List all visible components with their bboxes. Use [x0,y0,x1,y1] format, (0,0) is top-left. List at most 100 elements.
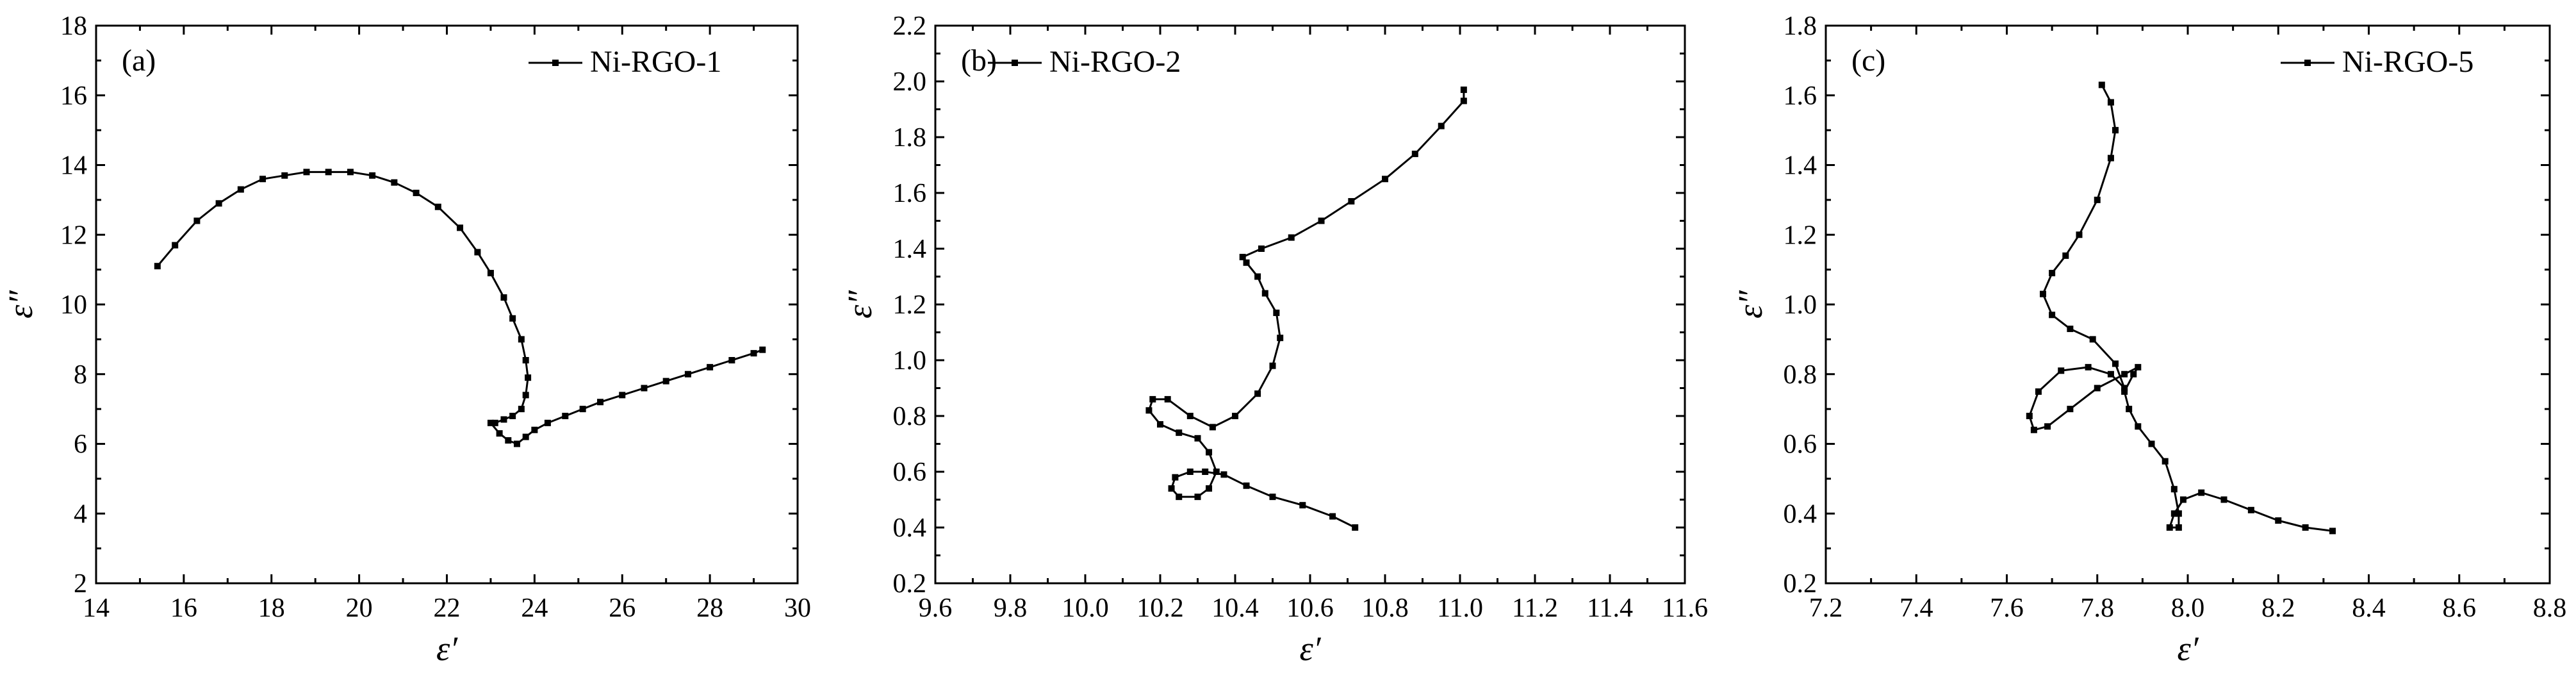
data-point [281,172,288,179]
data-point [2035,388,2042,395]
plot-frame [1825,24,2551,585]
data-point [1194,435,1201,442]
legend: Ni-RGO-5 [2281,45,2473,79]
data-point [2076,231,2083,238]
data-point [1269,494,1276,501]
data-point [2275,517,2282,524]
panel-label: (b) [961,44,997,78]
x-tick-label: 11.0 [1437,594,1483,623]
data-point [154,263,161,270]
data-point [474,249,481,256]
data-point [2329,528,2336,535]
y-tick-label: 0.4 [1784,499,1817,529]
x-tick-label: 26 [609,594,636,623]
data-point [2175,510,2182,517]
data-point [2130,370,2137,378]
data-point [2112,360,2119,367]
data-point [325,169,332,176]
data-point [500,294,507,301]
legend-label: Ni-RGO-1 [590,45,721,79]
x-tick-label: 10.6 [1286,594,1334,623]
data-point [2107,99,2114,106]
data-point [1157,421,1163,428]
data-point [2126,406,2133,413]
data-point [2085,363,2092,370]
data-point [2179,496,2186,503]
data-point [1176,429,1183,436]
data-point [2049,312,2056,319]
x-tick-label: 8.4 [2352,594,2386,623]
legend: Ni-RGO-2 [988,45,1181,79]
panel-label: (a) [122,44,156,78]
data-point [2062,252,2069,259]
y-axis-label: ε″ [1731,290,1769,319]
data-point [522,433,529,440]
data-point [500,416,507,423]
data-point [2089,336,2096,343]
data-point [2107,154,2114,162]
y-tick-label: 0.8 [1784,360,1817,390]
y-tick-label: 1.0 [893,346,927,376]
y-tick-label: 1.6 [893,179,927,208]
data-point [1206,485,1213,492]
x-axis-label: ε′ [2177,629,2199,668]
series-line-Ni-RGO-5 [2028,84,2333,532]
data-point [1329,513,1336,520]
y-tick-label: 18 [60,12,87,41]
plot-frame [95,24,799,585]
data-point [2026,413,2033,419]
legend-marker [1012,60,1018,66]
data-point [1145,407,1153,414]
data-point [2107,370,2114,378]
data-point [1277,335,1284,342]
data-point [2220,496,2227,503]
legend-label: Ni-RGO-2 [1049,45,1181,79]
data-point [347,169,354,176]
chart-panel-2: 9.6 9.8 10.0 10.2 10.4 10.6 10.8 11.0 11.2 11.4 11… [841,12,1708,668]
x-tick-label: 10.4 [1211,594,1259,623]
data-point [1269,362,1276,369]
data-point [579,406,586,413]
data-point [2067,406,2074,413]
data-point [2094,385,2101,392]
data-point [2121,370,2128,378]
data-point [522,392,529,399]
x-tick-label: 9.8 [994,594,1028,623]
x-tick-label: 7.6 [1990,594,2024,623]
x-tick-label: 11.4 [1587,594,1633,623]
data-point [259,176,267,183]
x-tick-label: 20 [346,594,373,623]
y-tick-label: 12 [60,220,87,250]
data-point [496,430,503,437]
data-point [597,399,604,406]
y-axis-label: ε″ [841,290,879,319]
y-tick-label: 1.4 [1784,151,1817,181]
data-point [2302,524,2309,531]
data-point [509,413,516,419]
y-axis-label: ε″ [1,290,40,319]
data-point [1438,122,1445,129]
data-point [172,242,179,249]
data-point [1348,198,1355,205]
data-point [2247,506,2254,513]
data-point [1243,259,1250,266]
data-point [525,374,532,381]
data-point [1202,469,1209,475]
data-point [1172,474,1179,481]
y-tick-label: 1.0 [1784,290,1817,320]
data-point [237,186,244,193]
y-tick-label: 14 [60,151,87,181]
data-point [1258,245,1265,252]
data-point [1382,176,1388,183]
data-point [1168,485,1175,492]
data-point [505,437,512,444]
x-tick-label: 8.6 [2443,594,2477,623]
y-tick-label: 8 [74,360,87,390]
data-point [1186,413,1194,419]
y-tick-label: 2.0 [893,67,927,97]
data-point [193,217,201,224]
data-point [1411,151,1418,158]
data-point [1164,395,1171,403]
